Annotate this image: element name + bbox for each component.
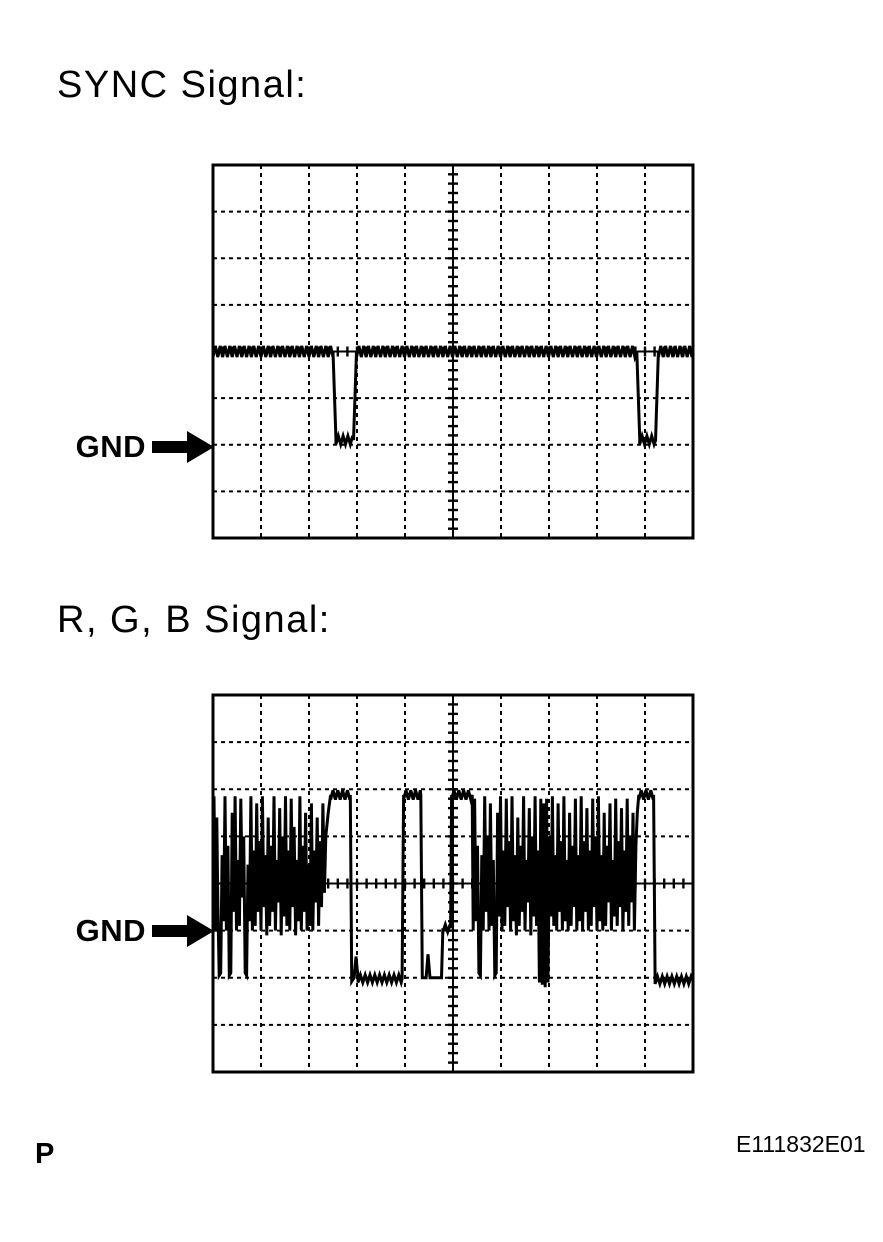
figure-code: E111832E01 [736, 1131, 866, 1157]
sync-signal-oscilloscope [211, 163, 695, 540]
gnd-arrow-icon [152, 431, 214, 463]
gnd-annotation-sync: GND [72, 430, 214, 464]
section-title-rgb: R, G, B Signal: [57, 599, 331, 641]
gnd-label: GND [75, 429, 146, 464]
rgb-signal-oscilloscope [211, 693, 695, 1074]
gnd-annotation-rgb: GND [72, 914, 214, 948]
section-title-sync: SYNC Signal: [57, 64, 308, 106]
page-marker: P [35, 1138, 55, 1170]
gnd-arrow-icon [152, 915, 214, 947]
gnd-label: GND [75, 913, 146, 948]
